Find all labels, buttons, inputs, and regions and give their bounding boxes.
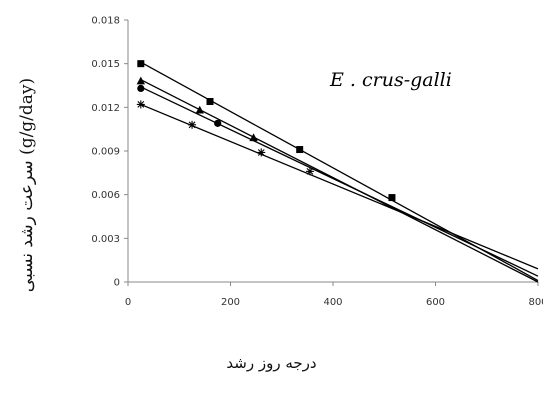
y-tick-label: 0 [114, 278, 120, 289]
y-axis-label: سرعت رشد نسبی (g/g/day) [17, 77, 37, 293]
data-point-star [188, 120, 197, 129]
trend-line-star [140, 103, 539, 270]
data-point-circle [137, 84, 145, 93]
x-tick-label: 400 [323, 297, 342, 308]
x-tick-label: 200 [221, 297, 240, 308]
data-point-star [257, 148, 266, 157]
x-tick-label: 800 [528, 297, 543, 308]
y-tick-label: 0.003 [91, 234, 120, 245]
data-point-circle [214, 119, 222, 127]
y-tick-label: 0.006 [91, 190, 120, 201]
data-point-square [388, 194, 396, 202]
data-point-triangle [249, 133, 258, 142]
y-tick-label: 0.018 [91, 16, 120, 27]
data-point-square [296, 146, 304, 154]
star-stroke [137, 101, 145, 108]
star-stroke [306, 167, 314, 175]
data-point-square [206, 98, 214, 106]
series-annotation: E . crus-galli [329, 69, 452, 91]
data-point-square [137, 60, 145, 68]
trend-line-circle [140, 86, 539, 277]
star-stroke [257, 149, 265, 156]
axes: 0 0.003 0.006 0.009 0.012 0.015 0.018 0 200 400 60… [91, 16, 543, 309]
data-markers [136, 60, 396, 202]
x-tick-label: 600 [426, 297, 445, 308]
trend-lines [140, 61, 539, 283]
star-stroke [188, 121, 196, 129]
y-tick-label: 0.012 [91, 103, 120, 114]
x-tick-label: 0 [125, 297, 131, 308]
trend-line-triangle [140, 79, 539, 283]
data-point-star [305, 167, 314, 176]
data-point-star [136, 100, 145, 109]
data-point-triangle [136, 76, 146, 85]
y-tick-label: 0.015 [91, 59, 120, 70]
y-tick-label: 0.009 [91, 147, 120, 158]
data-point-triangle [195, 105, 204, 114]
x-axis-label: درجه روز رشد [226, 354, 317, 372]
